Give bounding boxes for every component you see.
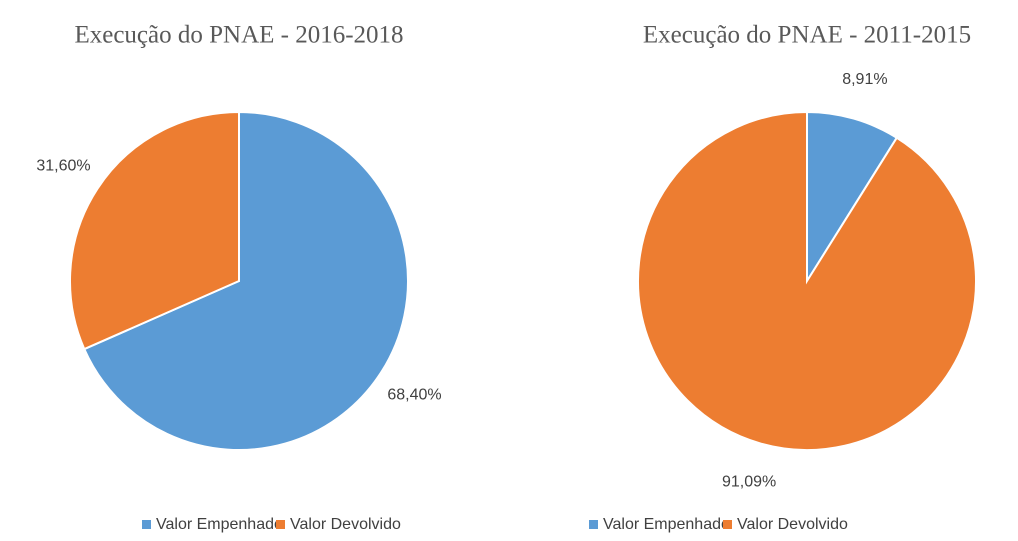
data-label: 91,09% bbox=[722, 474, 776, 491]
pie-slice bbox=[69, 110, 240, 351]
legend-label: Valor Devolvido bbox=[290, 516, 401, 533]
chart-title: Execução do PNAE - 2011-2015 bbox=[643, 22, 971, 49]
chart-title: Execução do PNAE - 2016-2018 bbox=[74, 22, 403, 49]
legend-label: Valor Devolvido bbox=[737, 516, 848, 533]
data-label: 68,40% bbox=[387, 387, 441, 404]
legend-swatch bbox=[723, 520, 732, 529]
legend-swatch bbox=[589, 520, 598, 529]
legend-label: Valor Empenhado bbox=[156, 516, 283, 533]
data-label: 8,91% bbox=[842, 71, 887, 88]
pie-slice bbox=[83, 110, 409, 451]
legend-label: Valor Empenhado bbox=[603, 516, 730, 533]
data-label: 31,60% bbox=[36, 158, 90, 175]
legend-swatch bbox=[276, 520, 285, 529]
legend-swatch bbox=[142, 520, 151, 529]
pie-slice bbox=[637, 110, 977, 451]
pie-slice bbox=[806, 110, 899, 285]
